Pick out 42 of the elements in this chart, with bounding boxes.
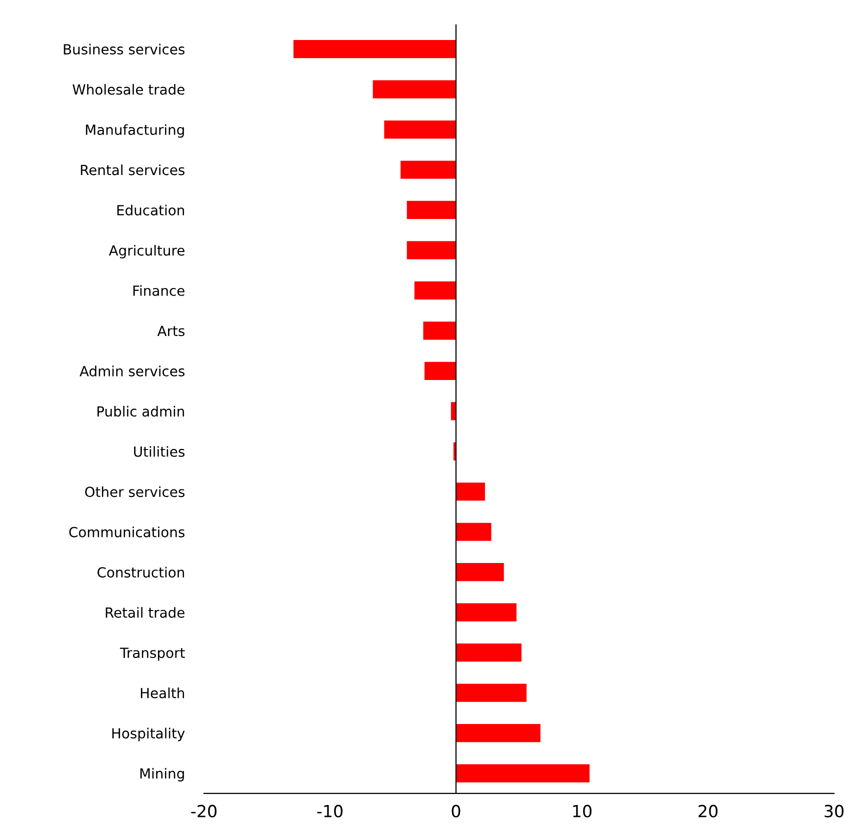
- x-tick-label: 20: [698, 804, 718, 818]
- y-tick-label: Communications: [69, 526, 184, 538]
- y-tick-label: Admin services: [80, 366, 184, 376]
- bar: [406, 241, 456, 260]
- y-tick-label: Health: [140, 688, 184, 698]
- y-tick-label: Manufacturing: [86, 124, 184, 138]
- y-tick-label: Business services: [64, 44, 184, 55]
- y-tick-label: Wholesale trade: [72, 84, 184, 95]
- bar: [456, 482, 485, 501]
- y-tick-label: Rental services: [80, 164, 184, 176]
- bar: [456, 724, 540, 742]
- x-tick-label: -20: [191, 804, 217, 818]
- y-tick-label: Retail trade: [106, 607, 184, 618]
- bar: [293, 40, 456, 58]
- bar: [400, 160, 456, 179]
- bar: [456, 563, 504, 582]
- y-tick-label: Utilities: [134, 446, 184, 457]
- x-tick-label: 10: [573, 804, 592, 818]
- bar: [456, 603, 516, 622]
- y-tick-label: Public admin: [97, 406, 184, 417]
- y-tick-label: Construction: [98, 566, 184, 578]
- bar: [384, 120, 456, 139]
- bar: [414, 281, 456, 300]
- y-tick-label: Education: [117, 204, 184, 216]
- bar: [423, 322, 456, 340]
- y-tick-label: Hospitality: [112, 728, 185, 742]
- y-tick-label: Other services: [85, 486, 184, 498]
- bar: [456, 522, 492, 541]
- y-tick-label: Finance: [133, 285, 184, 296]
- bar: [372, 80, 456, 98]
- y-tick-label: Agriculture: [108, 244, 184, 258]
- bar: [406, 200, 456, 220]
- bar: [456, 644, 522, 662]
- x-tick-label: 30: [824, 804, 844, 818]
- bar: [456, 764, 590, 782]
- x-tick-label: -10: [317, 804, 343, 818]
- bar: [424, 362, 456, 380]
- y-tick-label: Transport: [120, 648, 185, 661]
- y-tick-label: Mining: [140, 768, 184, 782]
- x-tick-label: 0: [452, 804, 460, 818]
- y-tick-label: Arts: [157, 326, 184, 336]
- bar: [456, 684, 527, 702]
